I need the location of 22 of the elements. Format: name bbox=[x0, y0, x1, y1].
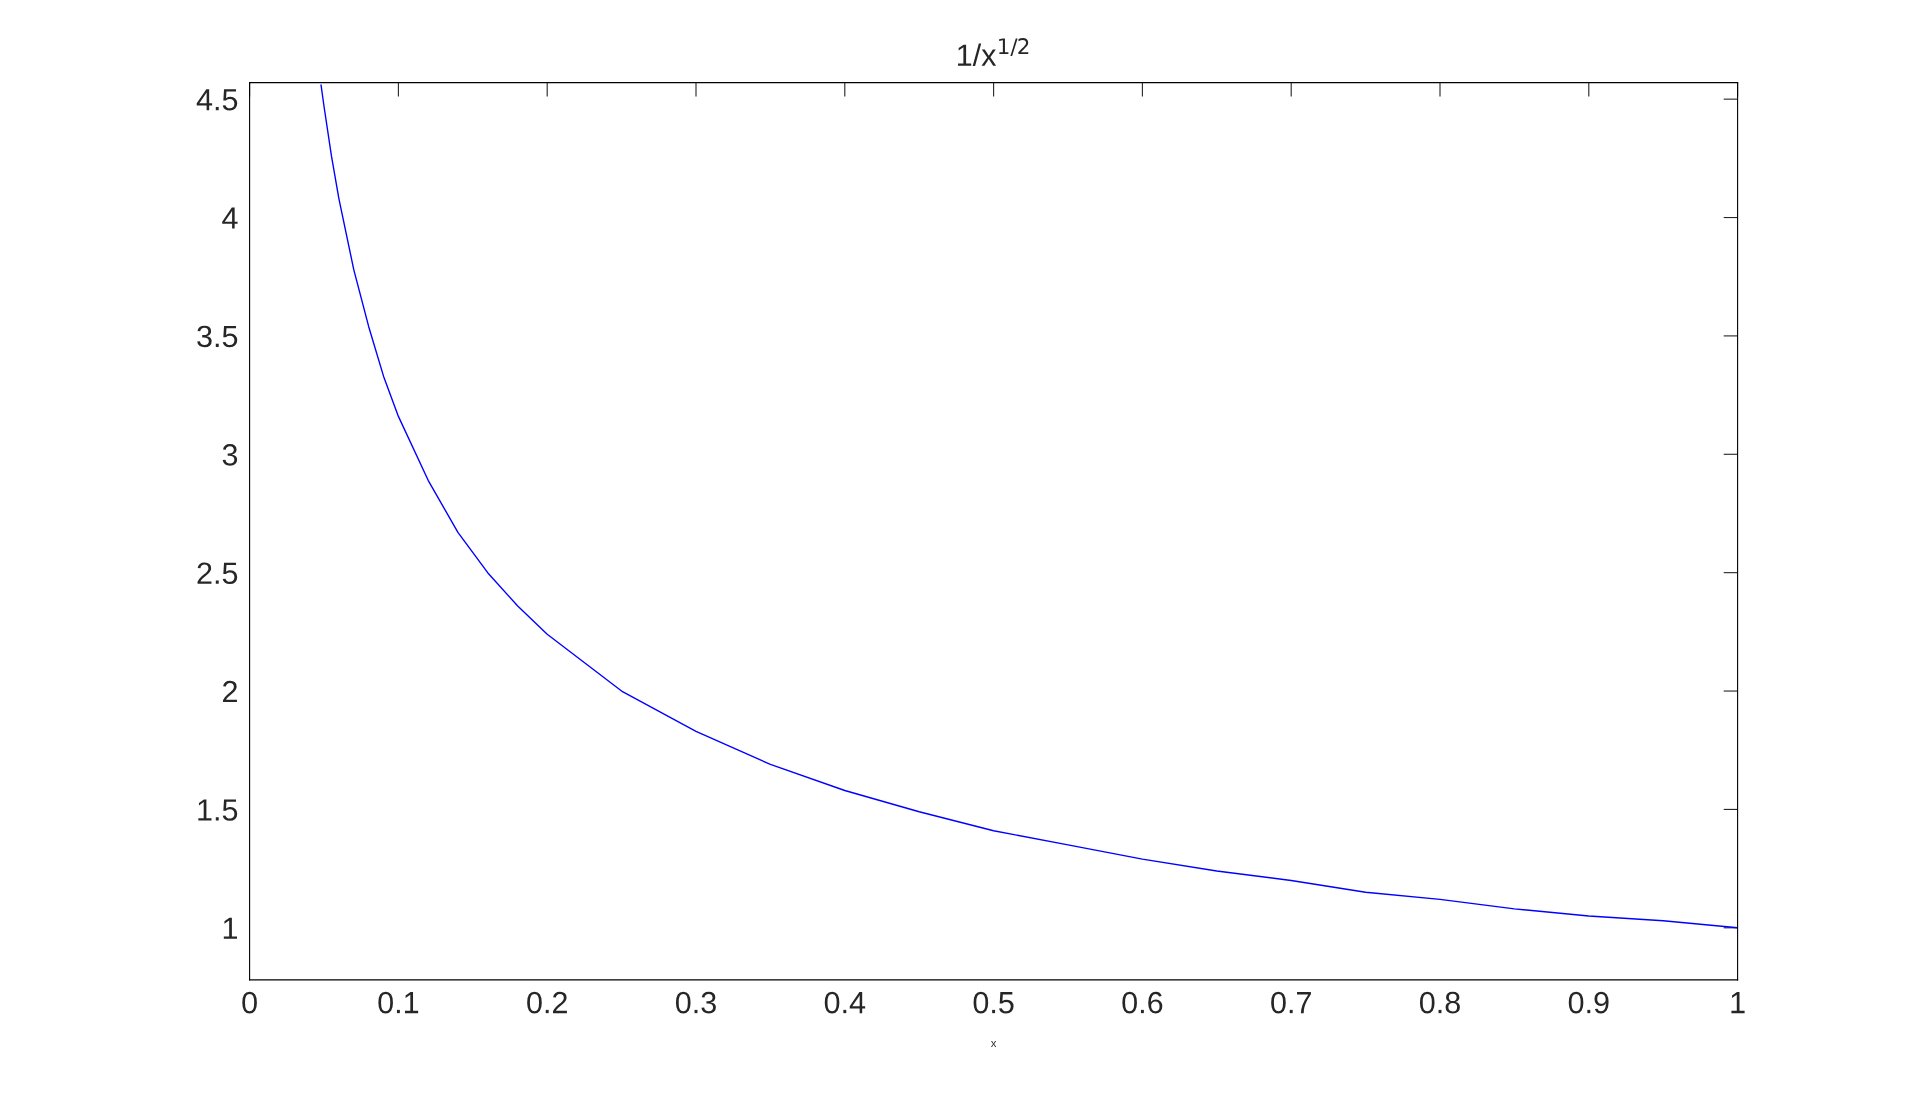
line-series bbox=[320, 84, 1738, 929]
x-tick-label: 1 bbox=[1731, 992, 1745, 1014]
x-tick-label: 0.6 bbox=[1122, 991, 1163, 1014]
y-tick-label: 2.5 bbox=[197, 562, 238, 585]
y-tick-label: 4 bbox=[222, 207, 238, 229]
x-tick-label: 0.2 bbox=[527, 991, 567, 1014]
x-tick-label: 0.8 bbox=[1419, 991, 1460, 1014]
y-tick-label: 3 bbox=[222, 444, 238, 466]
x-tick-label: 0.1 bbox=[378, 991, 419, 1014]
y-tick-label: 4.5 bbox=[196, 89, 238, 111]
x-tick-label: 0.3 bbox=[675, 991, 716, 1014]
x-tick-label: 0.5 bbox=[973, 991, 1014, 1014]
y-tick-label: 3.5 bbox=[197, 325, 238, 348]
x-tick-label: 0 bbox=[242, 991, 257, 1014]
x-tick-label: 0.4 bbox=[824, 991, 866, 1014]
chart-title: 1/x$^{1/2}$ bbox=[958, 38, 1029, 66]
x-axis-title: x bbox=[990, 1041, 997, 1047]
y-tick-label: 1.5 bbox=[198, 799, 238, 821]
y-tick-label: 2 bbox=[223, 680, 237, 703]
x-tick-label: 0.9 bbox=[1568, 991, 1609, 1014]
y-tick-label: 1 bbox=[223, 917, 237, 939]
x-tick-label: 0.7 bbox=[1271, 991, 1311, 1014]
